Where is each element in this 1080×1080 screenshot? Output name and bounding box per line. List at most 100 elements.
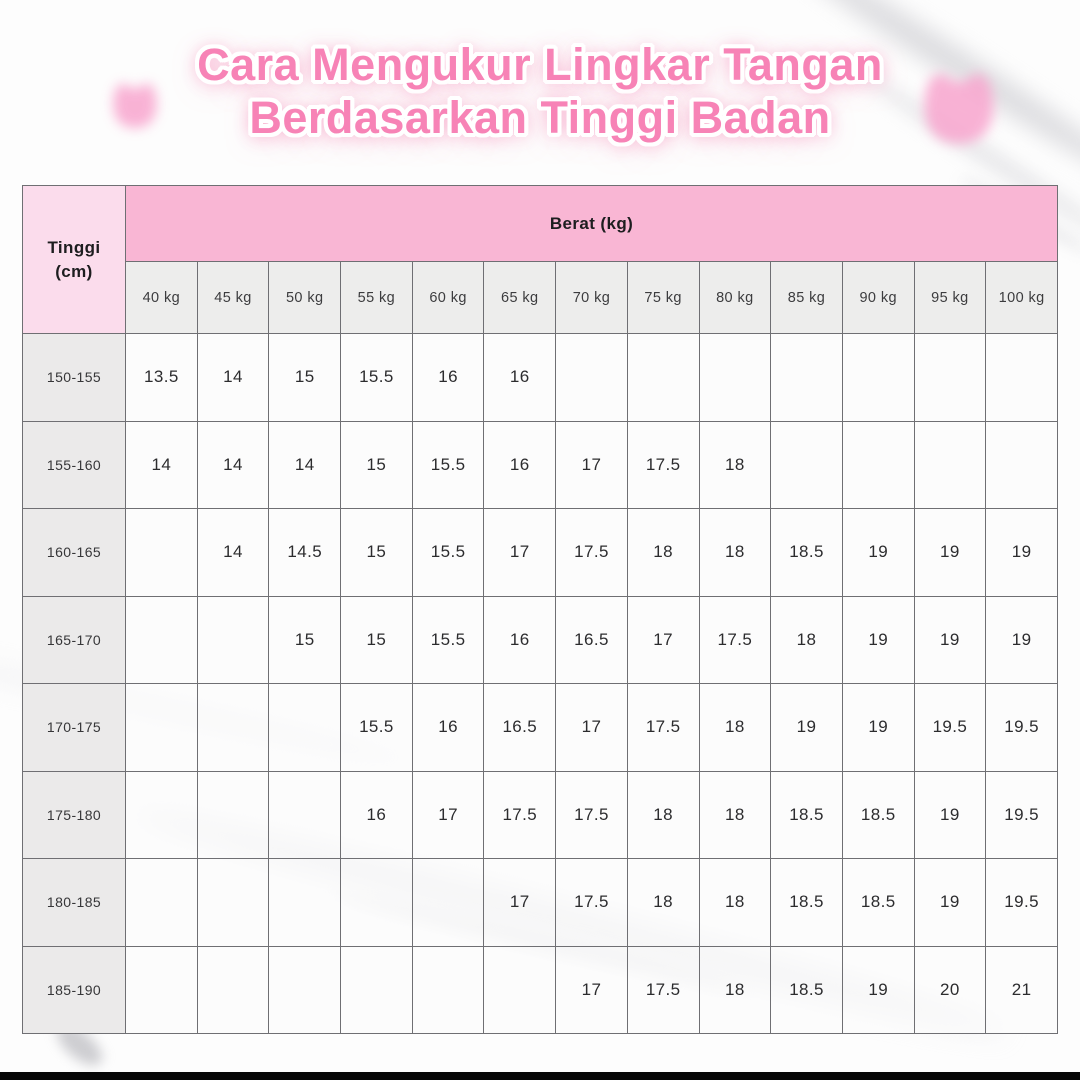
page-title-line-1: Cara Mengukur Lingkar Tangan <box>197 39 883 90</box>
wrist-size-cell <box>411 858 485 947</box>
wrist-size-cell: 17.5 <box>555 508 628 597</box>
height-range-cell: 165-170 <box>22 595 126 684</box>
wrist-size-cell <box>340 945 413 1034</box>
wrist-size-cell: 18 <box>626 770 700 859</box>
wrist-size-cell: 16 <box>340 770 413 859</box>
wrist-size-cell: 14 <box>196 333 270 422</box>
wrist-size-cell <box>268 858 342 947</box>
table-row: 155-160 14 14 14 15 15.5 16 17 17.5 18 <box>22 420 1058 509</box>
wrist-size-cell <box>125 858 198 947</box>
table-row: 180-185 17 17.5 18 18 18.5 18.5 19 19.5 <box>22 858 1058 947</box>
wrist-size-cell: 16 <box>483 333 557 422</box>
wrist-size-cell <box>125 508 198 597</box>
wrist-size-cell: 17.5 <box>626 945 700 1034</box>
table-row: 170-175 15.5 16 16.5 17 17.5 18 19 19 19.5 19.5 <box>22 683 1058 772</box>
height-range-cell: 180-185 <box>22 858 126 947</box>
weight-header-cell: 50 kg <box>268 261 342 334</box>
wrist-size-cell: 15 <box>340 595 413 684</box>
wrist-size-cell: 21 <box>985 945 1058 1034</box>
wrist-size-cell: 18 <box>626 858 700 947</box>
weight-header-cell: 85 kg <box>770 261 843 334</box>
wrist-size-cell: 16 <box>483 420 557 509</box>
wrist-size-cell: 18.5 <box>770 770 843 859</box>
wrist-size-cell: 18.5 <box>770 945 843 1034</box>
wrist-size-cell: 19 <box>770 683 843 772</box>
wrist-size-cell: 19 <box>913 770 987 859</box>
wrist-size-cell <box>626 333 700 422</box>
wrist-size-cell: 13.5 <box>125 333 198 422</box>
wrist-size-cell <box>125 945 198 1034</box>
weight-header-cell: 65 kg <box>483 261 557 334</box>
wrist-size-cell: 17 <box>555 420 628 509</box>
weight-header-cell: 90 kg <box>841 261 915 334</box>
wrist-size-cell: 17 <box>483 858 557 947</box>
wrist-size-cell <box>555 333 628 422</box>
wrist-size-cell: 17.5 <box>483 770 557 859</box>
weight-header-cell: 95 kg <box>913 261 987 334</box>
size-table-body: 150-155 13.5 14 15 15.5 16 16 155-160 14 14 14 15 15… <box>22 333 1058 1034</box>
wrist-size-cell: 18.5 <box>841 858 915 947</box>
wrist-size-cell: 19 <box>841 683 915 772</box>
wrist-size-cell: 15.5 <box>340 683 413 772</box>
wrist-size-cell <box>985 420 1058 509</box>
wrist-size-cell <box>841 333 915 422</box>
wrist-size-cell: 18 <box>698 420 772 509</box>
wrist-size-cell: 19.5 <box>985 858 1058 947</box>
wrist-size-cell <box>196 683 270 772</box>
wrist-size-cell <box>913 333 987 422</box>
wrist-size-cell: 18 <box>698 770 772 859</box>
wrist-size-cell: 19.5 <box>985 770 1058 859</box>
wrist-size-cell: 15.5 <box>340 333 413 422</box>
wrist-size-cell <box>841 420 915 509</box>
weight-header-cell: 55 kg <box>340 261 413 334</box>
wrist-size-cell <box>268 945 342 1034</box>
wrist-size-cell: 17 <box>626 595 700 684</box>
wrist-size-cell: 17.5 <box>698 595 772 684</box>
table-row: 185-190 17 17.5 18 18.5 19 20 21 <box>22 945 1058 1034</box>
table-row: 160-165 14 14.5 15 15.5 17 17.5 18 18 18.5 19 19 19 <box>22 508 1058 597</box>
wrist-size-cell <box>698 333 772 422</box>
footer-bar <box>0 1072 1080 1080</box>
wrist-size-cell: 14 <box>125 420 198 509</box>
weight-header-cell: 70 kg <box>555 261 628 334</box>
wrist-size-cell: 18 <box>698 683 772 772</box>
wrist-size-cell: 18 <box>698 945 772 1034</box>
height-range-cell: 160-165 <box>22 508 126 597</box>
wrist-size-cell: 16 <box>411 683 485 772</box>
wrist-size-cell <box>196 858 270 947</box>
wrist-size-cell: 15 <box>268 333 342 422</box>
wrist-size-cell <box>268 770 342 859</box>
height-range-cell: 170-175 <box>22 683 126 772</box>
wrist-size-cell: 15 <box>268 595 342 684</box>
wrist-size-cell: 19 <box>841 595 915 684</box>
wrist-size-cell: 15.5 <box>411 420 485 509</box>
cat-head-blob-icon <box>916 68 1002 150</box>
wrist-size-cell: 17.5 <box>555 858 628 947</box>
wrist-size-cell: 15.5 <box>411 595 485 684</box>
wrist-size-cell: 16 <box>411 333 485 422</box>
wrist-size-cell: 18.5 <box>841 770 915 859</box>
height-range-cell: 155-160 <box>22 420 126 509</box>
wrist-size-cell: 15 <box>340 508 413 597</box>
wrist-size-cell: 19 <box>985 508 1058 597</box>
weight-header-cell: 75 kg <box>626 261 700 334</box>
wrist-size-cell: 14 <box>196 508 270 597</box>
cat-head-blob-icon <box>108 80 162 132</box>
page-title-line-2: Berdasarkan Tinggi Badan <box>249 92 831 143</box>
wrist-size-cell <box>125 595 198 684</box>
wrist-size-cell <box>196 945 270 1034</box>
table-row: 175-180 16 17 17.5 17.5 18 18 18.5 18.5 19 19.5 <box>22 770 1058 859</box>
weight-header-cell: 80 kg <box>698 261 772 334</box>
wrist-size-cell: 14 <box>196 420 270 509</box>
group-header-row: Tinggi (cm) Berat (kg) <box>22 185 1058 334</box>
wrist-size-cell: 17 <box>555 945 628 1034</box>
wrist-size-cell: 17 <box>483 508 557 597</box>
wrist-size-cell: 17.5 <box>555 770 628 859</box>
wrist-size-cell: 14 <box>268 420 342 509</box>
weight-header-cell: 40 kg <box>125 261 198 334</box>
weight-group-header: Berat (kg) <box>125 185 1058 262</box>
wrist-size-cell: 15 <box>340 420 413 509</box>
wrist-size-cell: 20 <box>913 945 987 1034</box>
wrist-size-cell <box>483 945 557 1034</box>
table-row: 150-155 13.5 14 15 15.5 16 16 <box>22 333 1058 422</box>
